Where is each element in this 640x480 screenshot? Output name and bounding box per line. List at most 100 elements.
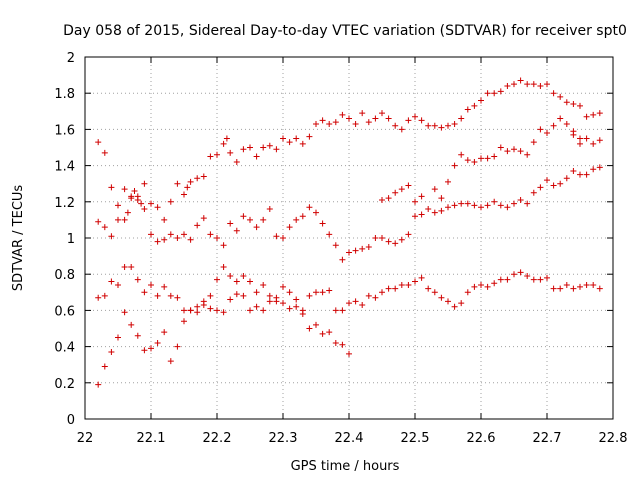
data-point: [121, 216, 128, 223]
data-point: [286, 289, 293, 296]
data-point: [392, 240, 399, 247]
data-point: [161, 236, 168, 243]
data-point: [365, 119, 372, 126]
data-point: [200, 215, 207, 222]
data-point: [405, 282, 412, 289]
data-point: [293, 135, 300, 142]
x-tick-label: 22.6: [467, 431, 496, 446]
data-point: [319, 220, 326, 227]
data-point: [557, 285, 564, 292]
data-point: [445, 178, 451, 185]
data-point: [313, 120, 319, 127]
data-point: [214, 235, 220, 241]
data-point: [484, 283, 491, 290]
data-point: [115, 282, 121, 289]
data-point: [220, 309, 227, 316]
data-point: [260, 282, 267, 289]
data-point: [154, 339, 161, 346]
data-point: [471, 202, 478, 209]
data-point: [124, 209, 131, 216]
data-point: [273, 146, 280, 153]
data-point: [550, 122, 557, 129]
data-point: [398, 186, 405, 193]
data-point: [247, 278, 253, 285]
data-point: [379, 289, 385, 296]
data-point: [95, 139, 102, 146]
series-satellite-f: [379, 182, 425, 205]
data-point: [418, 117, 425, 124]
data-point: [134, 193, 141, 200]
data-point: [544, 274, 550, 281]
data-point: [517, 77, 524, 84]
data-point: [438, 195, 445, 202]
data-point: [530, 276, 537, 283]
data-point: [187, 178, 194, 185]
data-point: [108, 233, 115, 240]
data-point: [223, 135, 230, 142]
data-point: [524, 273, 531, 280]
data-point: [372, 115, 379, 122]
data-point: [101, 363, 108, 370]
data-point: [484, 202, 491, 209]
data-point: [464, 289, 471, 296]
data-point: [583, 113, 590, 120]
data-point: [557, 93, 564, 100]
data-point: [577, 135, 583, 142]
data-point: [161, 283, 168, 290]
data-markers: [95, 77, 603, 388]
data-point: [280, 235, 286, 241]
data-point: [154, 238, 161, 245]
x-tick-label: 22.3: [269, 431, 298, 446]
data-point: [115, 216, 121, 223]
data-point: [101, 292, 108, 299]
data-point: [537, 276, 544, 283]
data-point: [392, 285, 399, 292]
y-tick-label: 0: [67, 413, 75, 428]
data-point: [167, 292, 174, 299]
data-point: [412, 113, 418, 120]
data-point: [141, 347, 148, 354]
data-point: [313, 289, 319, 296]
data-point: [240, 273, 247, 280]
data-point: [458, 200, 465, 207]
data-point: [464, 200, 471, 207]
data-point: [95, 381, 102, 388]
data-point: [227, 273, 234, 280]
plot-frame: [84, 56, 614, 420]
data-point: [385, 238, 392, 245]
data-point: [174, 343, 181, 350]
data-point: [115, 334, 121, 341]
data-point: [451, 120, 458, 127]
data-point: [293, 216, 300, 223]
data-point: [524, 200, 531, 207]
data-point: [511, 271, 517, 278]
data-point: [583, 135, 590, 142]
data-point: [207, 231, 214, 238]
data-point: [194, 303, 201, 310]
series-satellite-a: [95, 77, 583, 223]
data-point: [511, 200, 517, 207]
axis-ticks: 22 22.1 22.2 22.3 22.4 22.5 22.6 22.7 22.8 0 0.2 0.…: [54, 51, 627, 446]
data-point: [451, 162, 458, 169]
data-point: [319, 289, 326, 296]
data-point: [504, 276, 511, 283]
data-point: [563, 175, 570, 182]
data-point: [385, 285, 392, 292]
data-point: [385, 115, 392, 122]
data-point: [577, 283, 583, 290]
data-point: [161, 329, 168, 336]
data-point: [181, 231, 187, 238]
data-point: [431, 209, 438, 216]
data-point: [550, 285, 557, 292]
data-point: [478, 204, 484, 211]
data-point: [247, 216, 253, 223]
data-point: [115, 202, 121, 209]
data-point: [293, 303, 300, 310]
data-point: [590, 282, 597, 289]
y-tick-label: 1.6: [54, 123, 75, 138]
data-point: [260, 307, 267, 314]
data-point: [332, 339, 339, 346]
data-point: [405, 117, 412, 124]
data-point: [326, 231, 333, 238]
data-point: [233, 158, 240, 165]
